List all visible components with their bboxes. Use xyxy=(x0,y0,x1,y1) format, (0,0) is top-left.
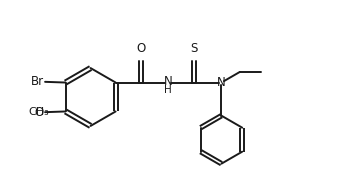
Text: N: N xyxy=(217,76,226,89)
Text: O: O xyxy=(136,42,145,55)
Text: CH₃: CH₃ xyxy=(28,107,49,117)
Text: H: H xyxy=(164,85,172,95)
Text: N: N xyxy=(164,75,172,88)
Text: Br: Br xyxy=(30,75,44,88)
Text: O: O xyxy=(34,106,43,119)
Text: S: S xyxy=(190,42,198,55)
